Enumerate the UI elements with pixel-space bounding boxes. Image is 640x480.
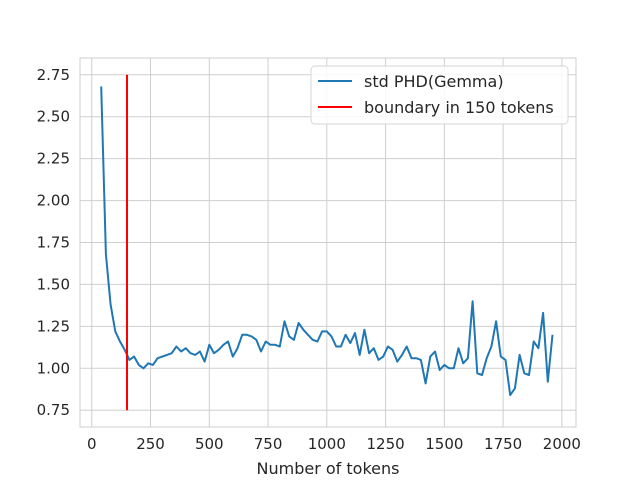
legend-box — [310, 65, 569, 125]
x-tick-label: 1500 — [425, 435, 463, 453]
legend-label-boundary: boundary in 150 tokens — [364, 98, 554, 117]
y-tick-labels: 0.75 1.00 1.25 1.50 1.75 2.00 2.25 2.50 2.75 — [37, 66, 70, 419]
y-tick-label: 2.50 — [37, 108, 70, 126]
series-line-std-phd-gemma — [100, 86, 554, 397]
y-tick-label: 1.75 — [37, 234, 70, 252]
x-tick-label: 750 — [254, 435, 283, 453]
y-tick-label: 2.75 — [37, 66, 70, 84]
y-tick-label: 0.75 — [37, 401, 70, 419]
x-tick-label: 500 — [195, 435, 224, 453]
y-tick-label: 2.00 — [37, 192, 70, 210]
x-tick-label: 2000 — [543, 435, 581, 453]
y-tick-label: 2.25 — [37, 150, 70, 168]
y-tick-label: 1.00 — [37, 359, 70, 377]
x-tick-label: 250 — [136, 435, 165, 453]
x-axis-label: Number of tokens — [257, 459, 400, 478]
legend-label-std-phd: std PHD(Gemma) — [364, 72, 504, 91]
series-layer — [100, 74, 554, 411]
x-tick-labels: 0 250 500 750 1000 1250 1500 1750 2000 — [87, 435, 581, 453]
x-tick-label: 0 — [87, 435, 97, 453]
x-tick-label: 1250 — [366, 435, 404, 453]
legend: std PHD(Gemma) boundary in 150 tokens — [310, 65, 569, 125]
x-tick-label: 1750 — [484, 435, 522, 453]
x-tick-label: 1000 — [308, 435, 346, 453]
y-tick-label: 1.25 — [37, 317, 70, 335]
y-tick-label: 1.50 — [37, 275, 70, 293]
